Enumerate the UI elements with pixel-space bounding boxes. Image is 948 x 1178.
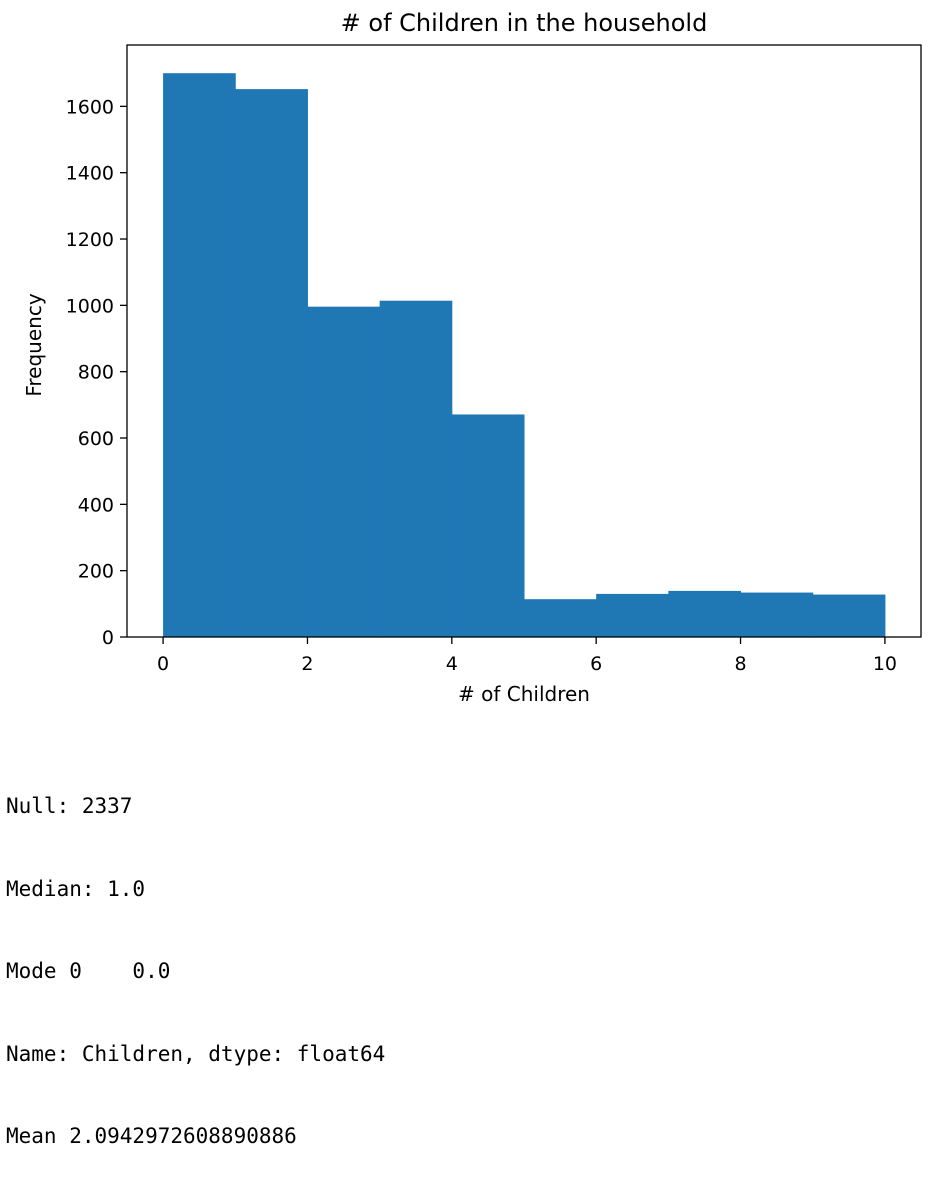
chart-title: # of Children in the household	[341, 9, 708, 37]
histogram-bar-6	[596, 593, 669, 637]
y-axis-label: Frequency	[22, 293, 46, 396]
x-tick-label-0: 0	[157, 653, 169, 675]
y-tick-label-3: 600	[78, 428, 114, 450]
histogram-chart: # of Children in the household 0 2 4 6 8 10 0…	[22, 9, 922, 706]
mode-line: Mode 0 0.0	[6, 959, 171, 983]
y-tick-label-5: 1000	[66, 295, 114, 317]
console-output: Null: 2337 Median: 1.0 Mode 0 0.0 Name: …	[6, 738, 385, 1178]
median-line: Median: 1.0	[6, 876, 146, 901]
x-tick-label-5: 10	[873, 653, 897, 675]
y-axis-ticks: 0 200 400 600 800 1000 1200 1400 1600	[66, 96, 127, 649]
x-axis-label: # of Children	[458, 682, 590, 706]
x-tick-label-1: 2	[301, 653, 313, 675]
name-dtype-line: Name: Children, dtype: float64	[6, 1041, 386, 1066]
mean-line: Mean 2.0942972608890886	[6, 1124, 297, 1148]
x-tick-label-4: 8	[734, 653, 746, 675]
histogram-bar-4	[451, 414, 525, 637]
y-tick-label-1: 200	[78, 561, 114, 583]
x-tick-label-2: 4	[446, 653, 458, 675]
plot-frame	[126, 44, 922, 638]
histogram-bar-5	[524, 599, 597, 637]
x-tick-label-3: 6	[590, 653, 602, 675]
y-tick-label-7: 1400	[66, 163, 114, 185]
y-tick-label-0: 0	[102, 627, 114, 649]
histogram-bar-3	[379, 300, 453, 637]
y-tick-label-2: 400	[78, 494, 114, 516]
null-count-line: Null: 2337	[6, 794, 133, 818]
histogram-bar-1	[235, 89, 308, 637]
histogram-bar-0	[163, 73, 236, 637]
histogram-bars	[163, 73, 886, 637]
histogram-bar-7	[668, 590, 742, 637]
y-tick-label-4: 800	[78, 362, 114, 384]
y-tick-label-8: 1600	[66, 96, 114, 118]
y-tick-label-6: 1200	[66, 229, 114, 251]
histogram-bar-8	[740, 592, 814, 637]
x-axis-ticks: 0 2 4 6 8 10	[157, 637, 897, 675]
histogram-bar-9	[812, 594, 886, 637]
histogram-bar-2	[307, 306, 381, 637]
